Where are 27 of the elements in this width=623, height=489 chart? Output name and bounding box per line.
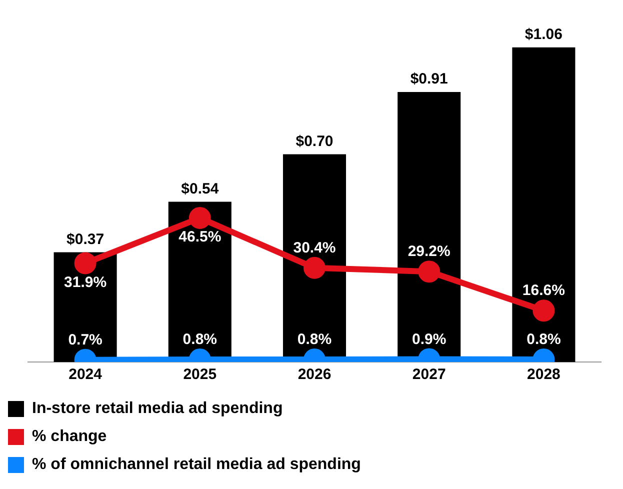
data-label: $0.70 [296,132,334,150]
data-label: $1.06 [524,26,562,44]
point [418,260,440,283]
legend-label: % of omnichannel retail media ad spending [32,456,361,474]
x-tick-label: 2027 [412,366,446,384]
x-tick-label: 2028 [527,366,560,384]
data-label: 31.9% [64,274,107,291]
data-label: 16.6% [522,282,565,300]
x-tick-label: 2024 [68,366,103,384]
data-label: 0.8% [182,331,217,348]
data-label: 46.5% [178,228,222,246]
data-label: 30.4% [293,240,336,256]
bar [512,47,576,362]
point [74,252,96,274]
data-label: $0.54 [181,180,220,198]
legend-label: In-store retail media ad spending [32,400,283,418]
data-label: 0.9% [412,330,446,348]
data-label: 0.7% [68,331,102,348]
point [304,256,326,279]
x-tick-label: 2026 [298,366,332,384]
data-label: 29.2% [408,243,450,260]
legend-label: % change [32,428,107,446]
data-label: $0.37 [66,230,104,248]
data-label: 0.8% [526,331,561,348]
x-tick-label: 2025 [183,366,217,384]
data-label: 0.8% [297,331,332,348]
data-label: $0.91 [410,70,448,88]
